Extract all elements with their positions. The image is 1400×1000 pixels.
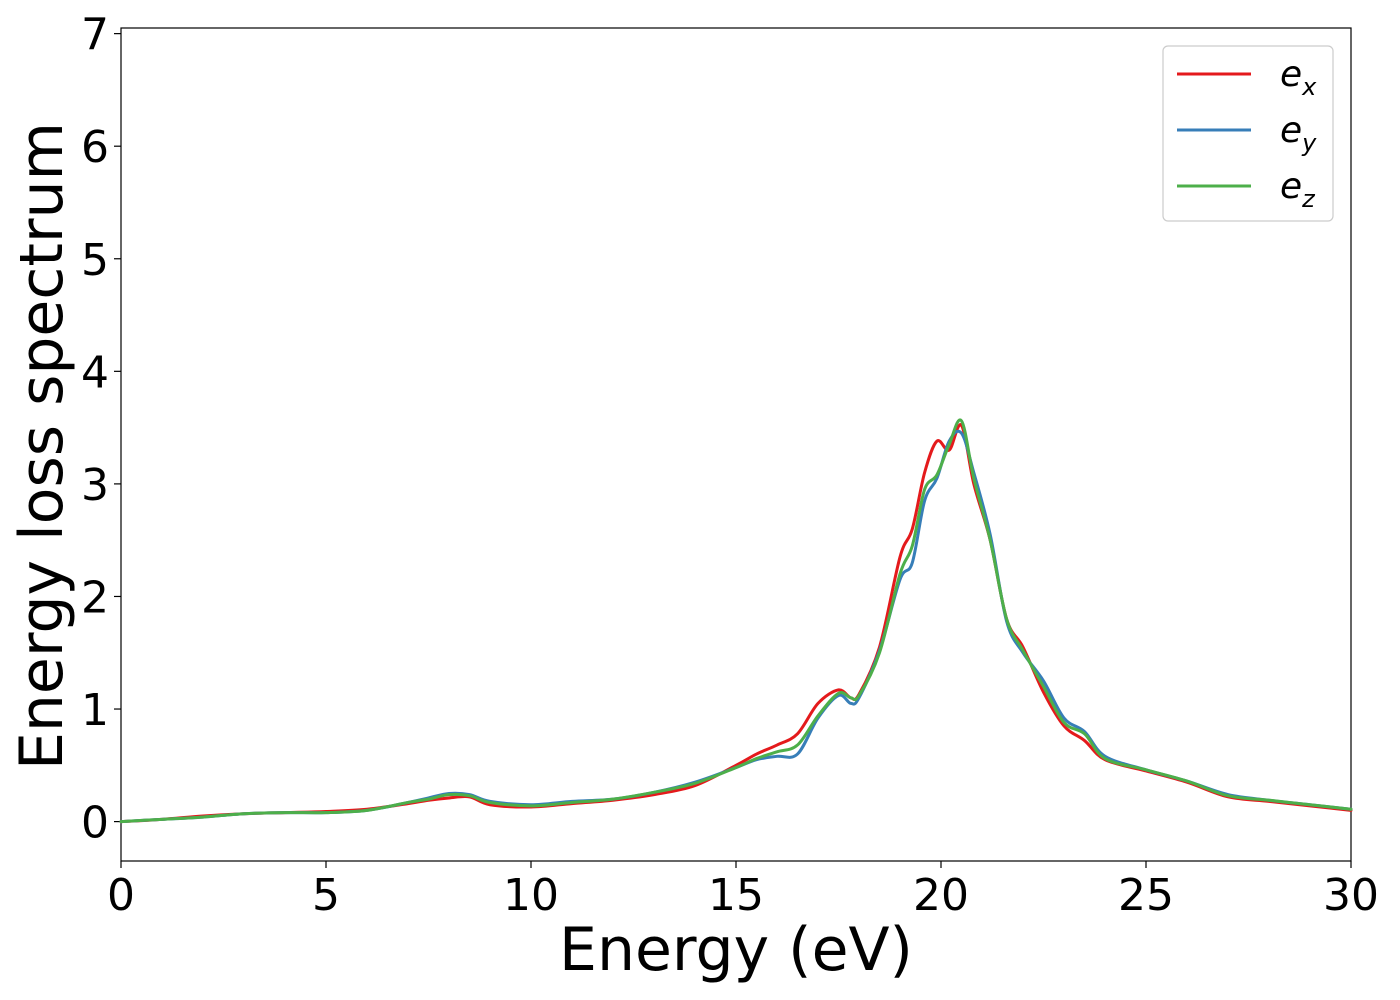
series-layer — [119, 418, 1353, 824]
series-line-ey — [119, 429, 1353, 824]
y-tick-label: 4 — [81, 347, 109, 398]
y-axis-ticks: 0 1 2 3 4 5 6 7 — [81, 10, 121, 849]
y-tick-label: 5 — [81, 235, 109, 286]
y-tick-label: 1 — [81, 685, 109, 736]
legend-box — [1162, 45, 1334, 222]
x-tick-label: 30 — [1323, 870, 1379, 921]
y-tick-label: 7 — [81, 10, 109, 61]
x-axis-ticks: 0 5 10 15 20 25 30 — [107, 861, 1379, 921]
x-tick-label: 10 — [503, 870, 559, 921]
x-tick-label: 25 — [1118, 870, 1174, 921]
y-tick-label: 0 — [81, 798, 109, 849]
x-tick-label: 0 — [107, 870, 135, 921]
x-tick-label: 20 — [913, 870, 969, 921]
y-tick-label: 2 — [81, 572, 109, 623]
x-tick-label: 5 — [312, 870, 340, 921]
y-tick-label: 6 — [81, 122, 109, 173]
y-tick-label: 3 — [81, 460, 109, 511]
legend-label-ex: ex — [1280, 54, 1317, 101]
x-tick-label: 15 — [708, 870, 764, 921]
series-line-ez — [119, 418, 1353, 824]
legend-label-ey: ey — [1280, 110, 1317, 157]
series-line-ex — [119, 423, 1353, 824]
x-axis-label: Energy (eV) — [559, 915, 913, 985]
y-axis-label: Energy loss spectrum — [7, 122, 77, 770]
